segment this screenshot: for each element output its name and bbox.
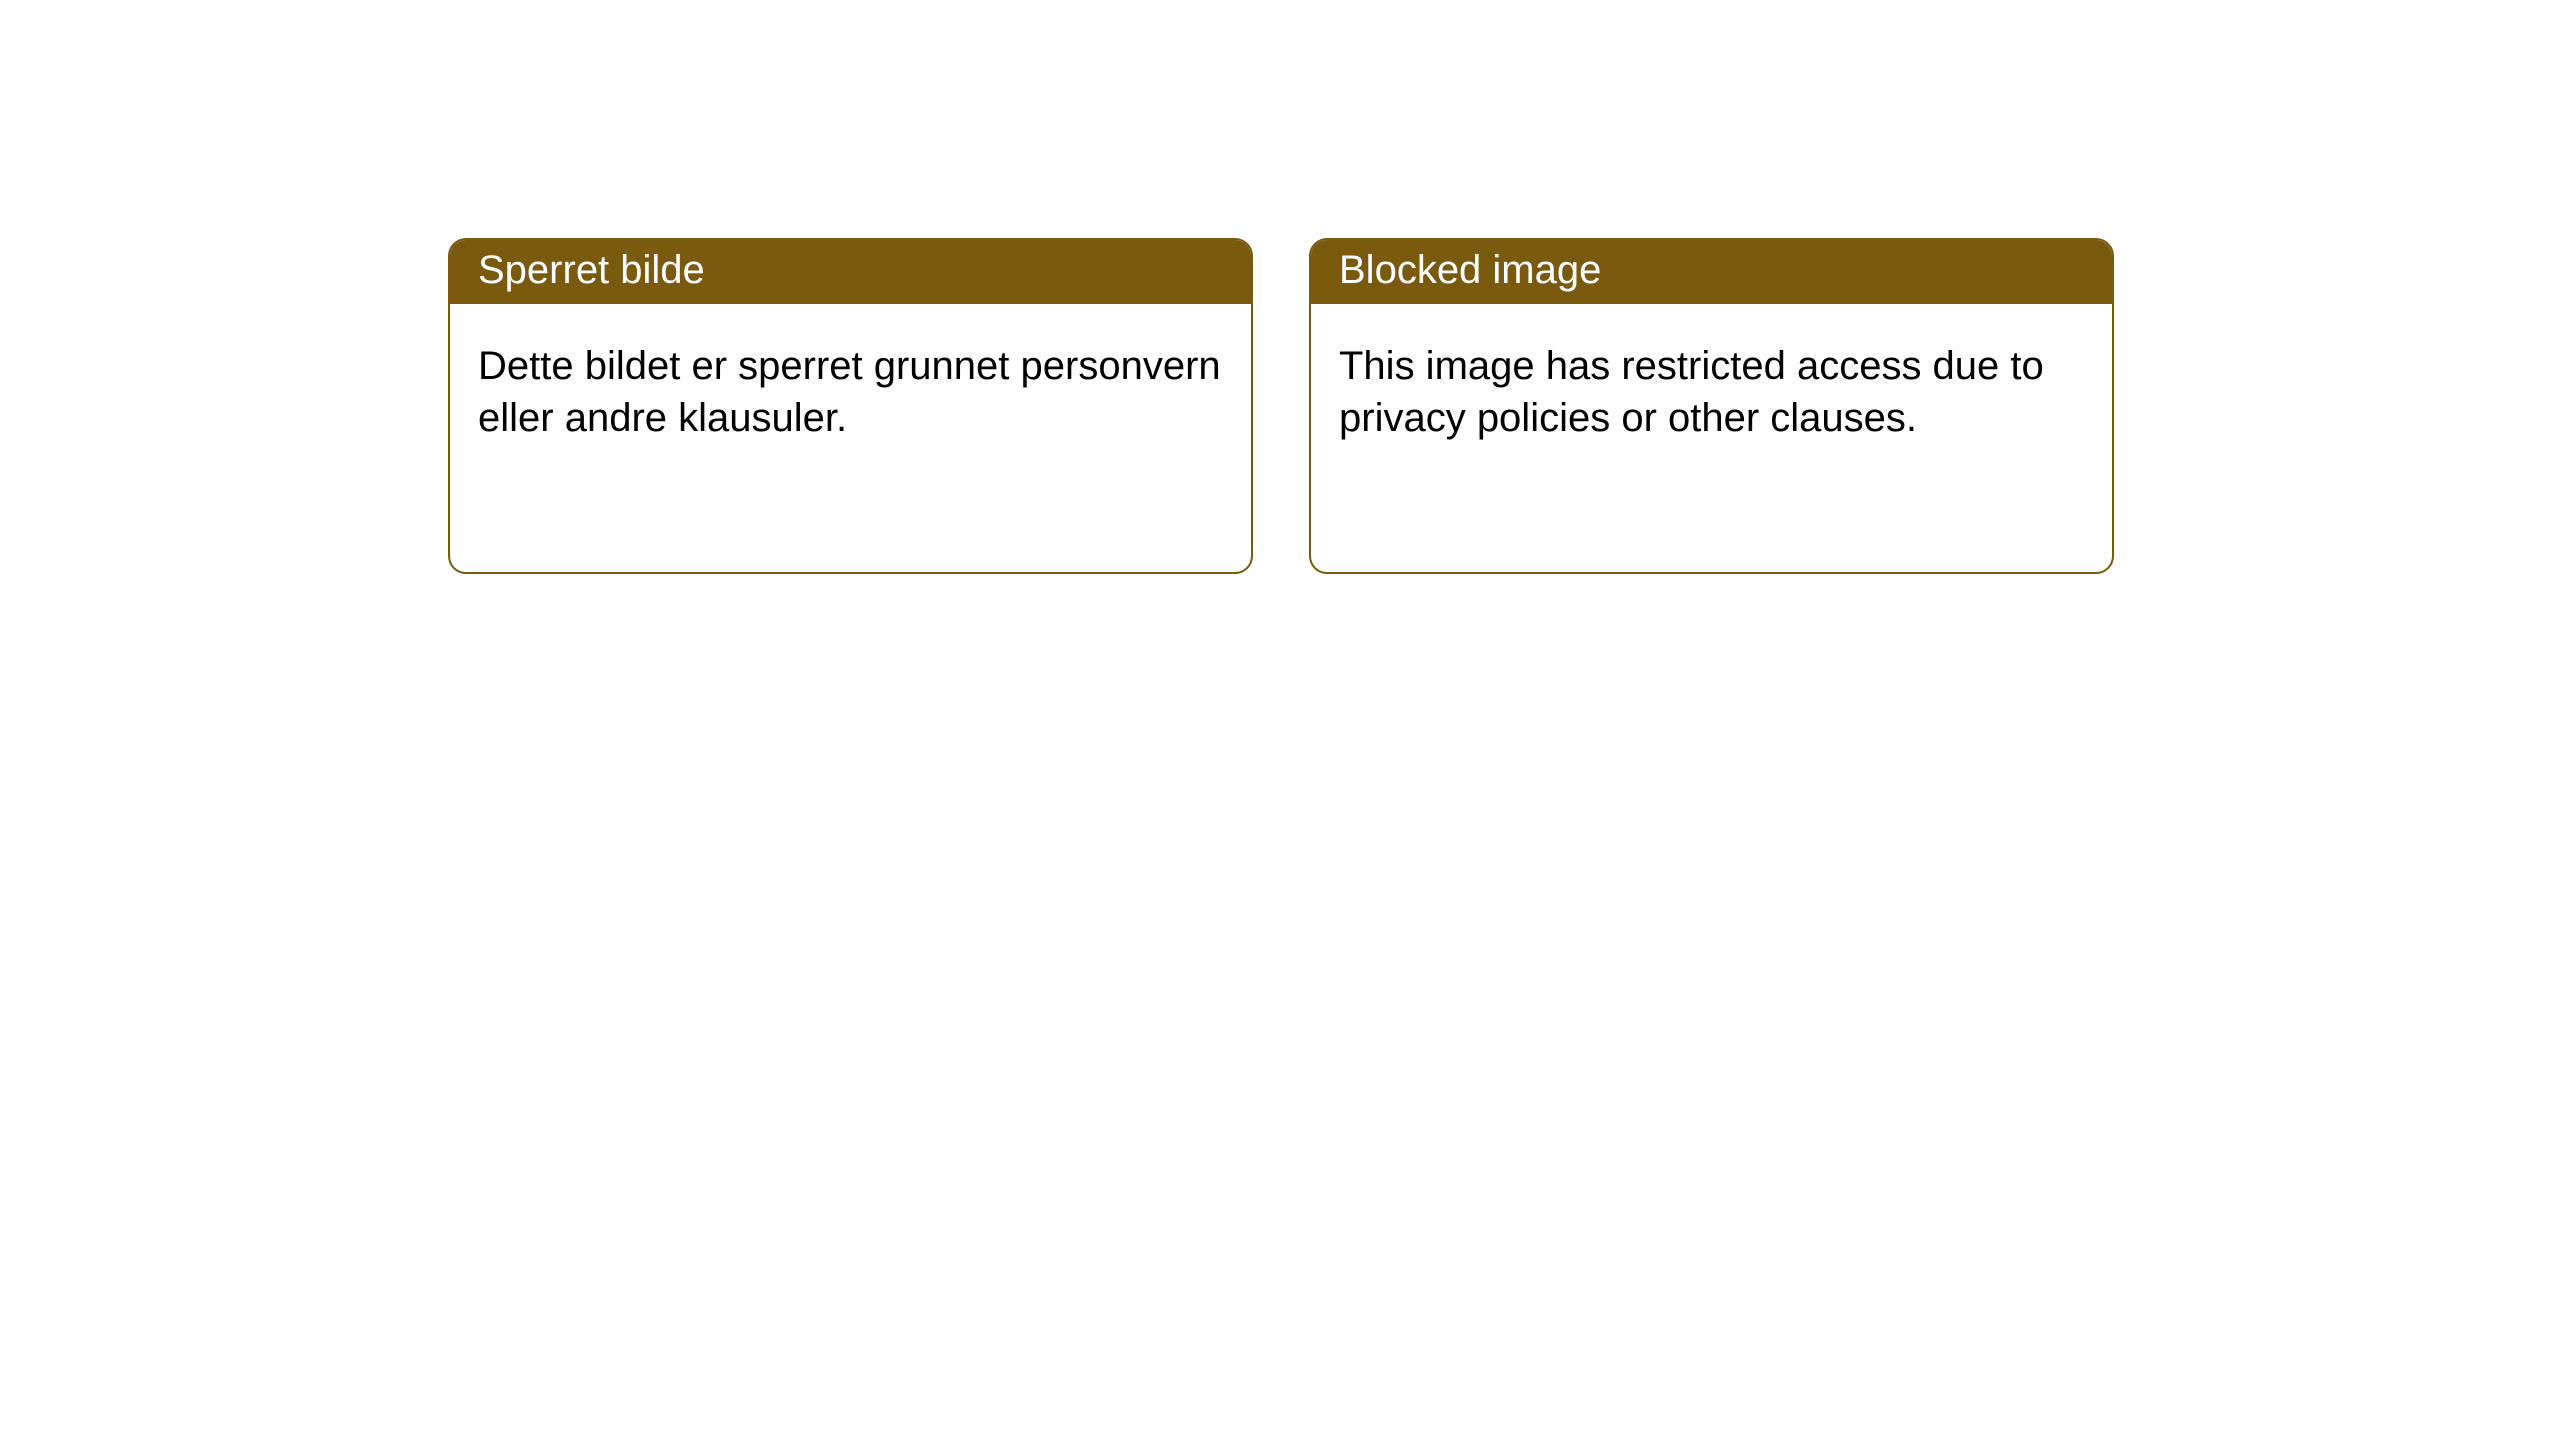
card-body-text: This image has restricted access due to … <box>1311 304 2112 472</box>
card-header: Blocked image <box>1311 240 2112 304</box>
card-norwegian: Sperret bilde Dette bildet er sperret gr… <box>448 238 1253 574</box>
page-container: Sperret bilde Dette bildet er sperret gr… <box>0 0 2560 1440</box>
card-header: Sperret bilde <box>450 240 1251 304</box>
card-body-text: Dette bildet er sperret grunnet personve… <box>450 304 1251 472</box>
card-english: Blocked image This image has restricted … <box>1309 238 2114 574</box>
